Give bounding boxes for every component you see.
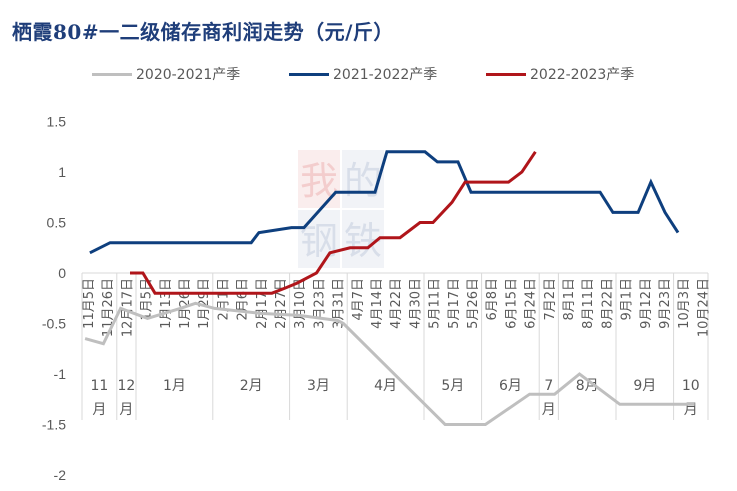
month-label: 4月: [374, 378, 397, 394]
x-tick-label: 8月1日: [562, 278, 577, 321]
watermark-logo: 我的钢铁: [298, 150, 384, 268]
series-line-3: [130, 150, 537, 295]
month-label: 1月: [163, 378, 186, 394]
month-label: 10: [682, 378, 700, 394]
month-label: 6月: [499, 378, 522, 394]
y-tick-label: -1.5: [42, 417, 66, 433]
y-tick-label: 1: [58, 164, 66, 180]
x-tick-label: 8月22日: [600, 278, 615, 329]
y-tick-label: 1.5: [47, 114, 67, 130]
x-tick-label: 5月11日: [428, 278, 443, 329]
y-tick-label: -2: [54, 467, 67, 483]
x-tick-label: 6月15日: [504, 278, 519, 329]
month-label: 5月: [441, 378, 464, 394]
series-lines: [84, 150, 695, 426]
legend-item-2022-2023: 2022-2023产季: [486, 64, 634, 84]
legend-swatch-red: [486, 72, 526, 76]
month-label: 8月: [576, 378, 599, 394]
x-tick-label: 9月1日: [620, 278, 635, 321]
month-label: 2月: [240, 378, 263, 394]
y-tick-label: 0: [58, 265, 66, 281]
watermark-tile: [298, 150, 340, 208]
x-tick-label: 4月22日: [389, 278, 404, 329]
month-label: 月: [119, 402, 133, 418]
x-tick-label: 1月26日: [178, 278, 193, 329]
series-line-2: [89, 150, 680, 255]
x-tick-label: 2月6日: [236, 278, 251, 321]
x-tick-label: 2月27日: [274, 278, 289, 329]
x-tick-label: 1月13日: [159, 278, 174, 329]
legend-label: 2021-2022产季: [333, 67, 438, 83]
y-tick-label: -1: [54, 366, 67, 382]
month-label: 12: [117, 378, 135, 394]
x-tick-label: 4月7日: [351, 278, 366, 321]
x-tick-label: 11月26日: [101, 278, 116, 337]
x-tick-label: 3月10日: [293, 278, 308, 329]
x-tick-label: 4月30日: [408, 278, 423, 329]
y-axis: 1.5 1 0.5 0 -0.5 -1 -1.5 -2: [42, 114, 66, 484]
x-tick-label: 2月1日: [216, 278, 231, 321]
watermark-char: 的: [344, 159, 382, 203]
chart-title: 栖霞80#一二级储存商利润走势（元/斤）: [12, 20, 394, 44]
x-tick-label: 9月23日: [658, 278, 673, 329]
x-tick-label: 4月14日: [370, 278, 385, 329]
month-label: 11: [90, 378, 108, 394]
month-label: 月: [684, 402, 698, 418]
x-tick-label: 12月17日: [120, 278, 135, 337]
month-label: 7: [544, 378, 553, 394]
x-tick-label: 9月12日: [639, 278, 654, 329]
x-tick-label: 2月17日: [255, 278, 270, 329]
x-tick-label: 5月17日: [447, 278, 462, 329]
x-tick-label: 10月24日: [696, 278, 711, 337]
y-tick-label: -0.5: [42, 316, 66, 332]
x-tick-label: 3月23日: [312, 278, 327, 329]
x-axis: 11 月 12 月 1月 2月 3月 4月 5月 6月 7 月 8月 9月 10 月 11月5日 11月26日 12…: [81, 272, 711, 420]
x-tick-label: 5月26日: [466, 278, 481, 329]
x-tick-label: 11月5日: [82, 278, 97, 329]
legend-label: 2022-2023产季: [530, 67, 635, 83]
x-tick-label: 8月11日: [581, 278, 596, 329]
x-tick-label: 6月8日: [485, 278, 500, 321]
legend-item-2020-2021: 2020-2021产季: [92, 64, 240, 84]
x-tick-label: 1月5日: [140, 278, 155, 321]
y-tick-label: 0.5: [47, 215, 67, 231]
watermark-tile: [298, 210, 340, 268]
watermark-tile: [342, 150, 384, 208]
legend-label: 2020-2021产季: [136, 67, 241, 83]
legend-swatch-blue: [289, 72, 329, 76]
month-label: 月: [542, 402, 556, 418]
x-tick-label: 1月29日: [197, 278, 212, 329]
month-label: 月: [92, 402, 106, 418]
x-tick-label: 6月24日: [524, 278, 539, 329]
month-label: 9月: [633, 378, 656, 394]
x-tick-label: 7月2日: [543, 278, 558, 321]
legend-swatch-gray: [92, 72, 132, 76]
x-tick-label: 10月3日: [677, 278, 692, 329]
legend-item-2021-2022: 2021-2022产季: [289, 64, 437, 84]
series-line-1: [84, 301, 695, 426]
month-label: 3月: [307, 378, 330, 394]
chart-legend: 2020-2021产季 2021-2022产季 2022-2023产季: [0, 64, 737, 86]
x-tick-label: 3月31日: [332, 278, 347, 329]
